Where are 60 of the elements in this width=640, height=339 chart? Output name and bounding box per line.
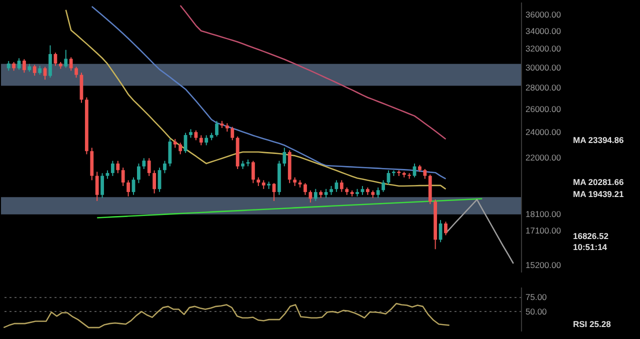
candlestick — [126, 180, 130, 197]
candlestick — [382, 180, 385, 192]
candlestick — [100, 172, 104, 198]
y-tick-label: 75.00 — [526, 292, 548, 302]
candlestick — [304, 182, 307, 196]
y-tick-label: 18100.00 — [526, 209, 562, 220]
candlestick — [314, 188, 318, 202]
candlestick — [199, 134, 203, 146]
candlestick — [340, 180, 344, 192]
candlestick — [423, 168, 427, 180]
y-tick-label: 30000.00 — [526, 62, 562, 72]
candlestick — [194, 130, 198, 141]
text: MA 23394.86 — [573, 135, 624, 145]
line-series — [3, 302, 450, 328]
candlestick — [48, 44, 52, 78]
text: RSI 25.28 — [573, 319, 612, 329]
candlestick — [110, 160, 114, 176]
candlestick — [376, 186, 380, 198]
candlestick — [116, 160, 120, 174]
candlestick — [74, 66, 78, 78]
candlestick — [282, 147, 286, 167]
candlestick — [64, 49, 68, 68]
candlestick — [121, 167, 125, 187]
y-tick-label: 36000.00 — [526, 9, 562, 20]
candlestick — [168, 138, 172, 167]
candlestick — [444, 221, 448, 236]
candlestick — [137, 163, 140, 184]
candlestick — [32, 64, 36, 76]
candlestick — [163, 160, 166, 174]
y-tick-label: 26000.00 — [526, 104, 562, 114]
candlestick — [69, 56, 73, 72]
y-tick-label: 17100.00 — [526, 226, 562, 236]
y-tick-label: 28000.00 — [526, 82, 562, 92]
y-tick-label: 15200.00 — [526, 260, 562, 270]
candlestick — [22, 58, 26, 74]
candlestick — [308, 190, 312, 204]
text: MA 20281.66 — [573, 177, 624, 187]
candlestick — [142, 158, 146, 170]
candlestick — [204, 134, 208, 146]
line-series — [445, 198, 514, 264]
candlestick — [6, 60, 10, 72]
candlestick — [95, 171, 99, 202]
line-series — [180, 4, 446, 140]
candlestick — [152, 170, 156, 194]
y-tick-label: 22000.00 — [526, 152, 562, 162]
candlestick — [230, 126, 234, 141]
y-tick-label: 24000.00 — [526, 127, 562, 138]
candlestick — [251, 160, 255, 184]
candlestick — [147, 158, 151, 176]
candlestick — [54, 52, 58, 66]
line-series — [96, 198, 483, 218]
candlestick — [17, 58, 21, 70]
candlestick — [178, 142, 182, 155]
text: 16826.52 — [573, 231, 609, 241]
y-tick-label: 32000.00 — [526, 44, 562, 54]
y-tick-label: 34000.00 — [526, 26, 562, 36]
text: MA 19439.21 — [573, 189, 624, 199]
candlestick — [215, 120, 218, 137]
y-tick-label: 50.00 — [526, 306, 548, 316]
text: 10:51:14 — [573, 242, 608, 252]
